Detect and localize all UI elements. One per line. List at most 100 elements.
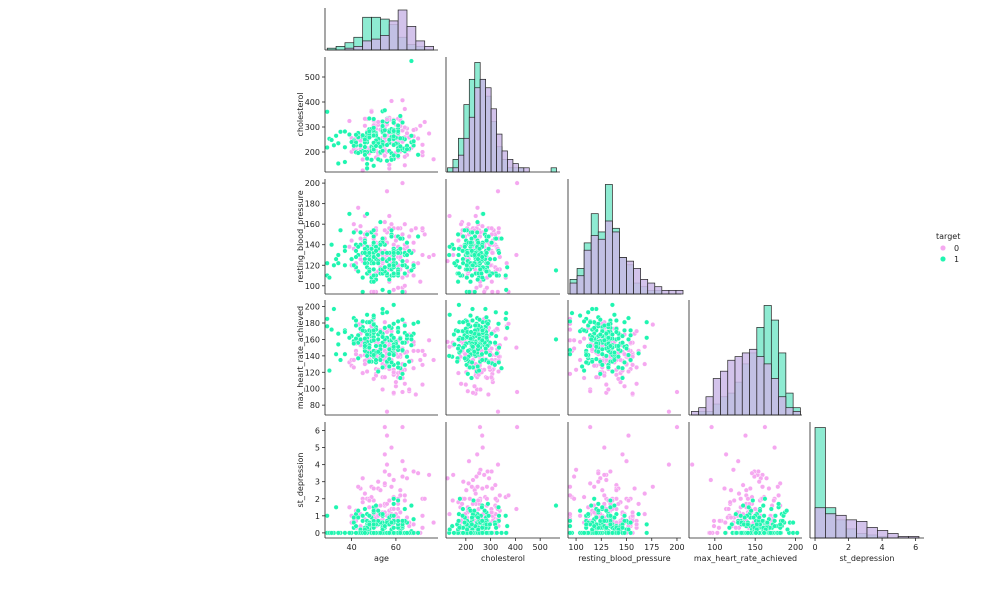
scatter-point-class1 <box>373 343 379 349</box>
scatter-point-class0 <box>375 479 381 485</box>
scatter-point-class1 <box>487 521 493 527</box>
scatter-point-class0 <box>389 484 395 490</box>
y-tick-label: 140 <box>305 241 320 250</box>
scatter-point-class0 <box>603 382 609 388</box>
scatter-point-class1 <box>780 518 786 524</box>
scatter-point-class1 <box>607 521 613 527</box>
scatter-point-class1 <box>753 530 759 536</box>
scatter-point-class1 <box>397 246 403 252</box>
scatter-point-class0 <box>714 530 720 536</box>
scatter-point-class0 <box>591 363 597 369</box>
scatter-point-class0 <box>479 433 485 439</box>
scatter-point-class1 <box>636 511 642 517</box>
scatter-point-class1 <box>599 504 605 510</box>
scatter-point-class0 <box>573 367 579 373</box>
scatter-point-class1 <box>377 219 383 225</box>
scatter-point-class0 <box>711 523 717 529</box>
scatter-point-class1 <box>603 525 609 531</box>
scatter-point-class0 <box>630 362 636 368</box>
scatter-point-class1 <box>377 530 383 536</box>
scatter-point-class1 <box>455 346 461 352</box>
scatter-point-class0 <box>384 501 390 507</box>
scatter-point-class0 <box>642 344 648 350</box>
hist-bar-class0 <box>512 163 519 173</box>
scatter-point-class1 <box>644 319 650 325</box>
scatter-point-class1 <box>470 318 476 324</box>
scatter-point-class0 <box>411 469 417 475</box>
scatter-point-class1 <box>386 323 392 329</box>
scatter-point-class0 <box>397 509 403 515</box>
scatter-point-class1 <box>636 350 642 356</box>
scatter-point-class0 <box>362 491 368 497</box>
x-axis-label-age: age <box>374 554 389 563</box>
scatter-point-class1 <box>342 248 348 254</box>
scatter-point-class1 <box>456 246 462 252</box>
scatter-point-class0 <box>431 357 437 363</box>
scatter-point-class1 <box>400 119 406 125</box>
scatter-point-class1 <box>358 142 364 148</box>
x-tick-label: 100 <box>568 543 583 552</box>
scatter-point-class1 <box>479 327 485 333</box>
scatter-point-class1 <box>609 302 615 308</box>
scatter-point-class1 <box>358 229 364 235</box>
scatter-point-class0 <box>382 374 388 380</box>
scatter-point-class0 <box>513 345 519 351</box>
scatter-point-class1 <box>496 504 502 510</box>
scatter-point-class1 <box>371 508 377 514</box>
scatter-point-class1 <box>395 329 401 335</box>
x-axis-label-max_heart_rate_achieved: max_heart_rate_achieved <box>694 554 797 563</box>
scatter-point-class1 <box>326 275 332 281</box>
scatter-point-class1 <box>468 530 474 536</box>
scatter-point-class1 <box>391 250 397 256</box>
scatter-point-class1 <box>503 273 509 279</box>
scatter-point-class1 <box>577 328 583 334</box>
scatter-point-class1 <box>377 329 383 335</box>
scatter-point-class1 <box>353 248 359 254</box>
scatter-point-class0 <box>391 477 397 483</box>
scatter-point-class1 <box>611 350 617 356</box>
y-tick-label: 3 <box>315 478 320 487</box>
scatter-point-class0 <box>400 458 406 464</box>
x-axis-label-resting_blood_pressure: resting_blood_pressure <box>578 554 671 563</box>
scatter-point-class1 <box>483 346 489 352</box>
scatter-point-class0 <box>415 470 421 476</box>
scatter-point-class1 <box>585 309 591 315</box>
scatter-point-class0 <box>366 498 372 504</box>
scatter-point-class0 <box>382 451 388 457</box>
hist-bar-class0 <box>380 35 390 51</box>
scatter-point-class1 <box>351 341 357 347</box>
scatter-point-class1 <box>494 273 500 279</box>
scatter-point-class0 <box>707 530 713 536</box>
scatter-point-class0 <box>426 337 432 343</box>
scatter-point-class0 <box>431 156 437 162</box>
hist-bar-class0 <box>507 159 514 173</box>
scatter-point-class1 <box>583 521 589 527</box>
scatter-point-class1 <box>389 520 395 526</box>
scatter-point-class0 <box>711 518 717 524</box>
scatter-point-class1 <box>479 504 485 510</box>
scatter-point-class0 <box>723 451 729 457</box>
scatter-point-class1 <box>760 503 766 509</box>
scatter-point-class0 <box>573 467 579 473</box>
scatter-point-class0 <box>386 498 392 504</box>
scatter-point-class0 <box>382 219 388 225</box>
scatter-point-class1 <box>607 343 613 349</box>
scatter-point-class0 <box>581 336 587 342</box>
hist-bar-class0 <box>749 348 758 416</box>
scatter-point-class1 <box>342 128 348 134</box>
scatter-point-class1 <box>395 518 401 524</box>
scatter-point-class1 <box>489 530 495 536</box>
scatter-point-class0 <box>776 492 782 498</box>
scatter-point-class1 <box>489 240 495 246</box>
hist-bar-class0 <box>362 40 372 51</box>
scatter-point-class0 <box>626 433 632 439</box>
hist-bar-class0 <box>835 514 847 539</box>
panel-resting_blood_pressure-vs-resting_blood_pressure <box>567 179 684 295</box>
scatter-point-class0 <box>777 480 783 486</box>
hist-bar-class0 <box>785 407 794 416</box>
scatter-point-class1 <box>479 337 485 343</box>
scatter-point-class0 <box>650 484 656 490</box>
scatter-point-class0 <box>389 221 395 227</box>
scatter-point-class0 <box>415 135 421 141</box>
scatter-point-class1 <box>601 337 607 343</box>
